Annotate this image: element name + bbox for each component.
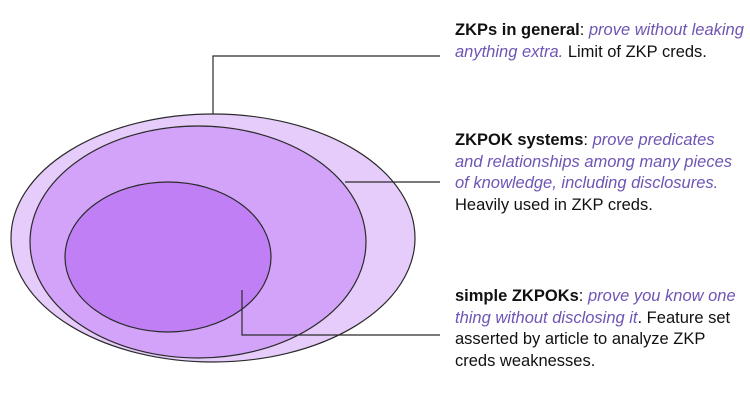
callout-term: simple ZKPOKs (455, 287, 579, 305)
callout-description: prove predicates and relationships among… (455, 131, 732, 192)
callout-term: ZKPs in general (455, 21, 580, 39)
callout-description: prove without leaking anything extra. (455, 21, 744, 61)
callout-separator: : (583, 131, 593, 149)
zkps-in-general-leader-line (212, 55, 440, 114)
zkps-in-general-callout: ZKPs in general: prove without leaking a… (455, 20, 745, 63)
simple-zkpoks-leader-line (241, 290, 440, 336)
simple-zkpoks-callout: simple ZKPOKs: prove you know one thing … (455, 286, 745, 372)
callout-note: . Feature set asserted by article to ana… (455, 308, 731, 370)
simple-zkpoks-region (64, 181, 272, 333)
callout-note: Heavily used in ZKP creds. (455, 195, 653, 214)
callout-separator: : (579, 21, 589, 39)
callout-description: prove you know one thing without disclos… (455, 287, 736, 327)
callout-term: ZKPOK systems (455, 131, 584, 149)
zkpok-systems-callout: ZKPOK systems: prove predicates and rela… (455, 130, 745, 216)
callout-separator: : (578, 287, 588, 305)
callout-note: Limit of ZKP creds. (563, 42, 707, 61)
